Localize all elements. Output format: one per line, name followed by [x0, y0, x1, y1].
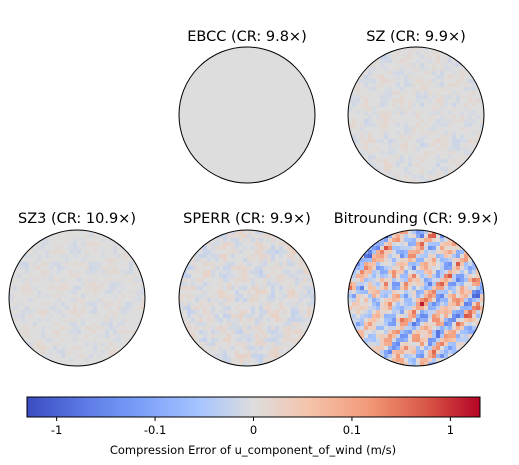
colorbar: -1 -0.1 0 0.1 1 Compression Error of u_compo…: [26, 396, 481, 457]
colorbar-tick-label: -0.1: [144, 423, 166, 437]
globe-panel-ebcc: EBCC (CR: 9.8×): [178, 29, 316, 184]
globe-outline-ebcc: [178, 46, 316, 184]
colorbar-tick-label: 1: [447, 423, 454, 437]
colorbar-tick-label: 0.1: [343, 423, 361, 437]
globe-panel-bitrounding: Bitrounding (CR: 9.9×): [334, 211, 499, 367]
globe-base-ebcc: [179, 47, 315, 183]
colorbar-gradient: [26, 396, 481, 418]
globe-outline-sperr: [178, 229, 316, 367]
colorbar-ticks: -1 -0.1 0 0.1 1: [51, 417, 454, 437]
panel-title-sperr: SPERR (CR: 9.9×): [183, 211, 311, 227]
globe-outline-sz: [347, 46, 485, 184]
globe-outline-bitrounding: [347, 229, 485, 367]
error-field-bitrounding: [348, 230, 484, 366]
panel-title-sz: SZ (CR: 9.9×): [366, 29, 466, 45]
panel-title-sz3: SZ3 (CR: 10.9×): [18, 211, 136, 227]
globe-panel-sz: SZ (CR: 9.9×): [347, 29, 485, 184]
error-field-sz3: [9, 230, 145, 366]
globe-panel-sz3: SZ3 (CR: 10.9×): [8, 211, 146, 367]
colorbar-label: Compression Error of u_component_of_wind…: [110, 443, 396, 457]
colorbar-tick-label: 0: [250, 423, 257, 437]
panel-title-ebcc: EBCC (CR: 9.8×): [187, 29, 306, 45]
error-field-sz: [348, 47, 484, 183]
globe-panels: EBCC (CR: 9.8×) SZ (CR: 9.9×) SZ3 (CR: 10.…: [8, 29, 499, 367]
panel-title-bitrounding: Bitrounding (CR: 9.9×): [334, 211, 499, 227]
globe-outline-sz3: [8, 229, 146, 367]
colorbar-tick-label: -1: [51, 423, 62, 437]
globe-panel-sperr: SPERR (CR: 9.9×): [178, 211, 316, 367]
